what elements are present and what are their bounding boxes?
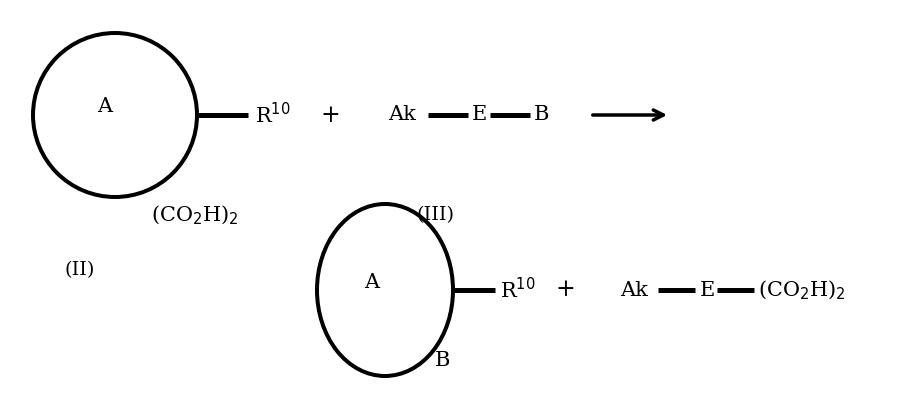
Text: (CO$_2$H)$_2$: (CO$_2$H)$_2$ bbox=[758, 278, 846, 302]
Text: A: A bbox=[364, 273, 379, 292]
Text: +: + bbox=[320, 104, 340, 126]
Text: Ak: Ak bbox=[388, 105, 416, 124]
Text: R$^{10}$: R$^{10}$ bbox=[255, 102, 290, 128]
Text: (II): (II) bbox=[65, 261, 95, 279]
Text: E: E bbox=[700, 281, 716, 300]
Text: (III): (III) bbox=[416, 206, 454, 224]
Text: E: E bbox=[472, 105, 487, 124]
Text: (CO$_2$H)$_2$: (CO$_2$H)$_2$ bbox=[151, 203, 239, 227]
Text: Ak: Ak bbox=[620, 281, 648, 300]
Text: B: B bbox=[534, 105, 549, 124]
Text: R$^{10}$: R$^{10}$ bbox=[500, 277, 536, 303]
Text: A: A bbox=[97, 98, 112, 117]
Text: B: B bbox=[435, 350, 450, 369]
Text: +: + bbox=[555, 279, 574, 301]
